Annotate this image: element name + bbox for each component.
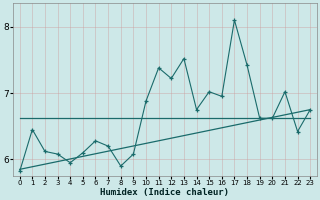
X-axis label: Humidex (Indice chaleur): Humidex (Indice chaleur) [100, 188, 229, 197]
